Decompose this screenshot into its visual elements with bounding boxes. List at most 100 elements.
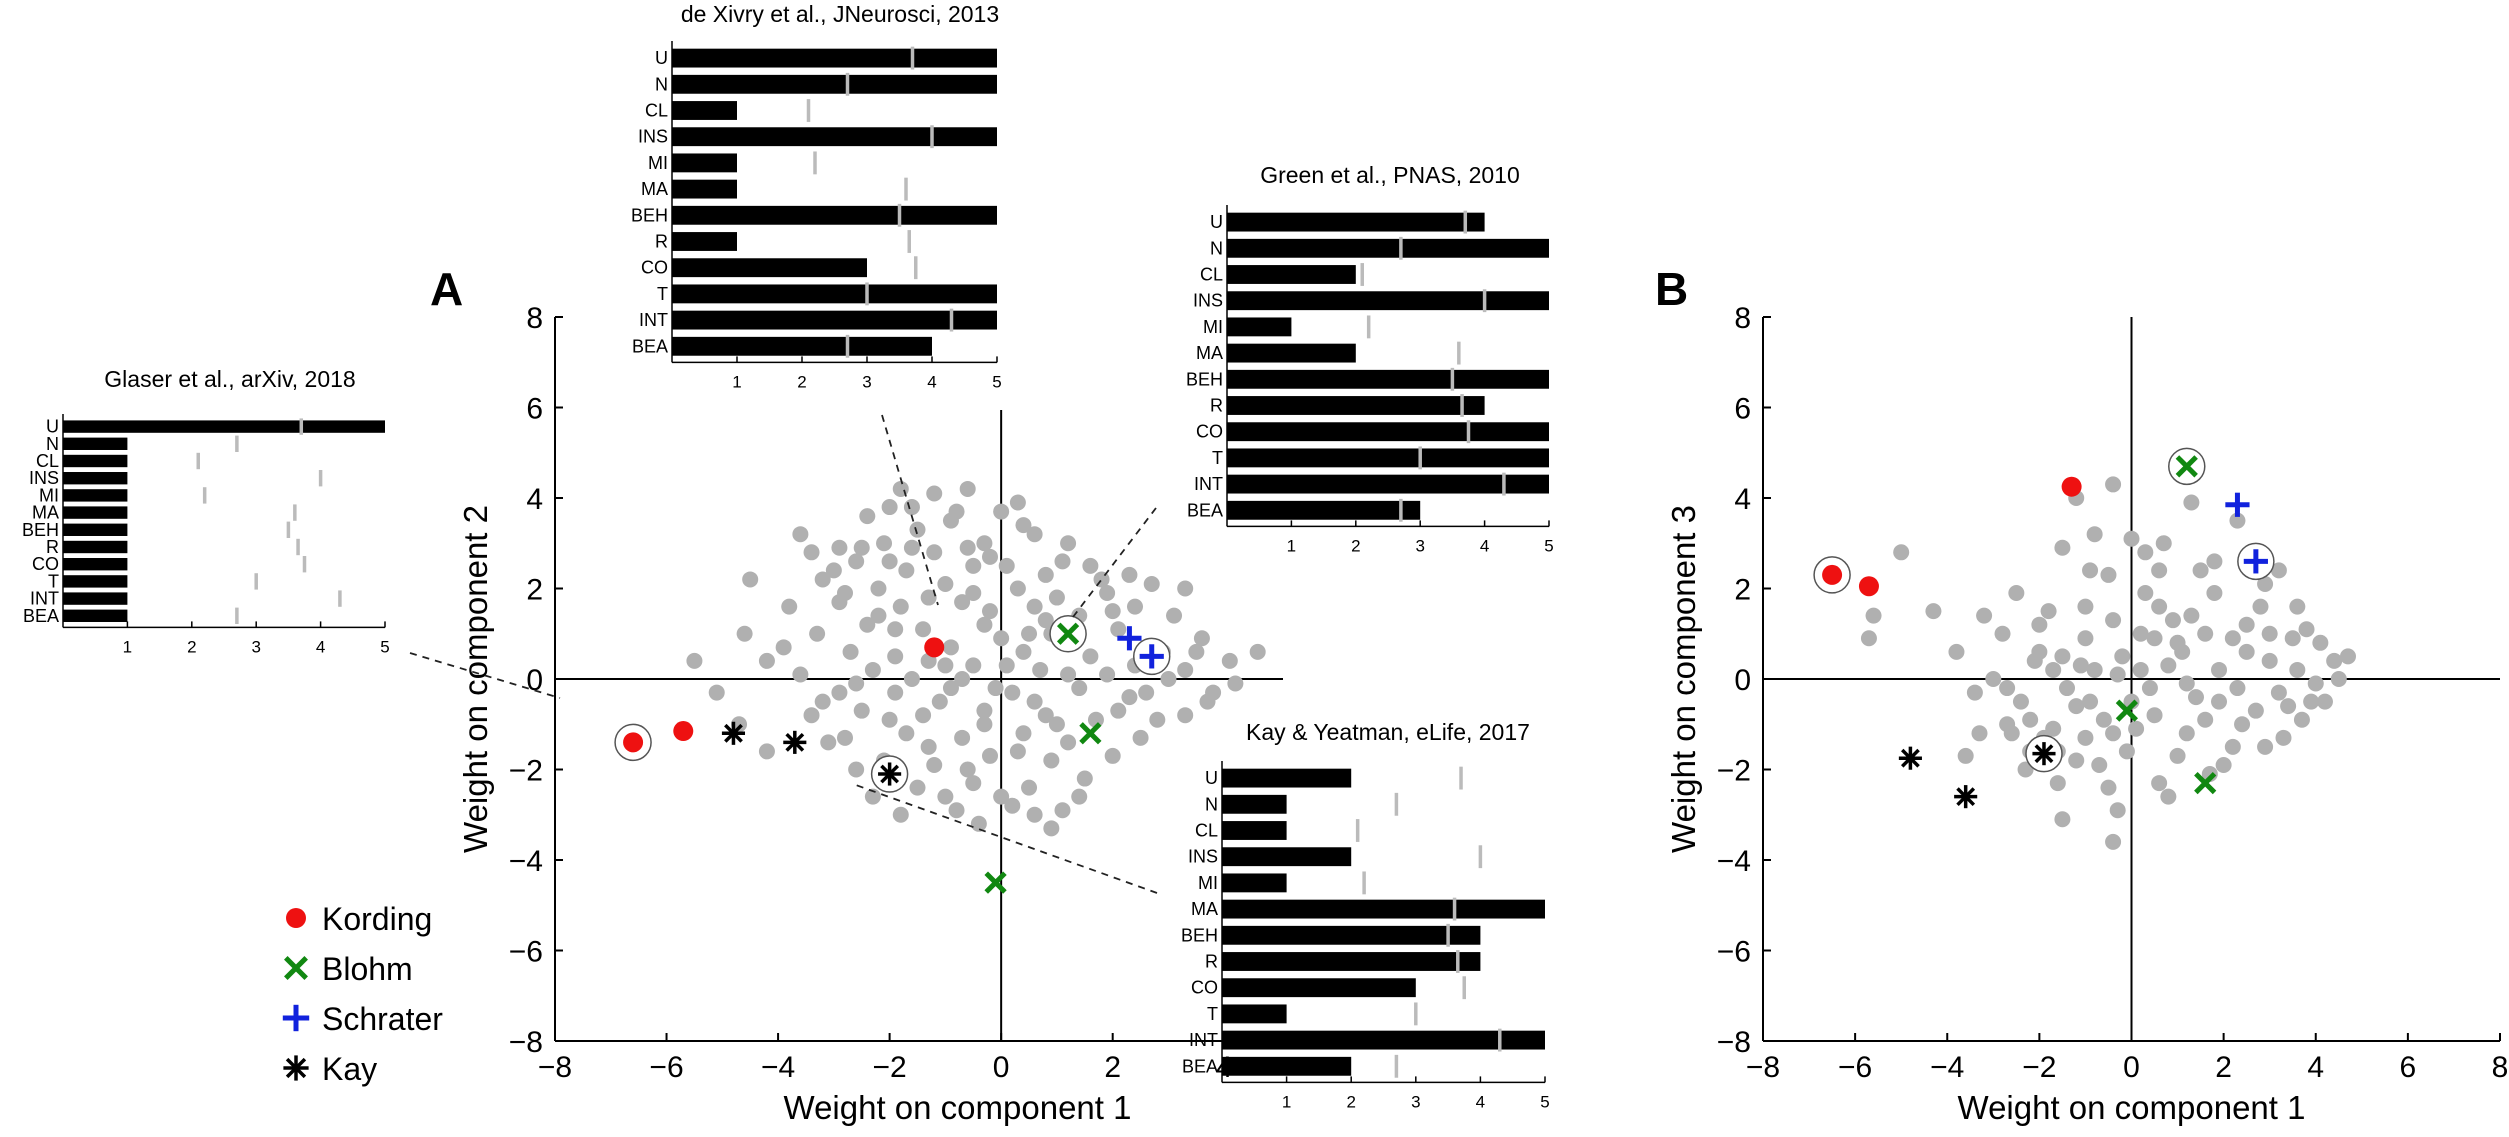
- data-point: [742, 571, 759, 588]
- data-point: [1004, 684, 1021, 701]
- data-point: [1032, 661, 1049, 678]
- kay-point: [721, 721, 746, 745]
- kording-point: [1858, 576, 1879, 597]
- data-point: [2077, 598, 2094, 615]
- data-point: [1999, 680, 2016, 697]
- inset-tick-label: 2: [1346, 1092, 1355, 1111]
- data-point: [892, 806, 909, 823]
- blohm-point-stroke-2: [2194, 771, 2217, 795]
- bar-category-label: INT: [1189, 1030, 1218, 1050]
- bar-category-label: N: [46, 434, 59, 454]
- data-point: [1177, 661, 1194, 678]
- bar-category-label: MI: [1198, 873, 1218, 893]
- data-point: [887, 621, 904, 638]
- bar-category-label: BEH: [631, 205, 668, 225]
- data-point: [2229, 512, 2246, 529]
- x-tick-label: 6: [2400, 1051, 2417, 1084]
- data-point: [2068, 752, 2085, 769]
- kording-point: [924, 637, 945, 658]
- data-point: [937, 788, 954, 805]
- data-point: [2049, 775, 2066, 792]
- data-point: [2270, 562, 2287, 579]
- bar: [1222, 873, 1287, 893]
- data-point: [837, 585, 853, 602]
- data-point: [2105, 833, 2122, 850]
- bar: [1222, 1056, 1352, 1076]
- data-point: [1957, 747, 1974, 764]
- legend-kording-icon-shape: [286, 908, 306, 928]
- data-point: [736, 625, 753, 642]
- data-point: [1249, 643, 1266, 660]
- inset-bar-chart: Green et al., PNAS, 2010 UN CL INS MI MA BEH RC…: [1072, 162, 1554, 618]
- bar: [63, 609, 128, 622]
- data-point: [758, 652, 775, 669]
- data-point: [2169, 634, 2186, 651]
- bar-category-label: MA: [1191, 899, 1218, 919]
- bar-category-label: CO: [1196, 422, 1223, 442]
- data-point: [2054, 648, 2071, 665]
- legend-schrater-icon: [282, 1004, 310, 1032]
- data-point: [1026, 526, 1043, 543]
- bar: [63, 454, 128, 468]
- series-kording: [614, 637, 945, 762]
- data-point: [2031, 616, 2048, 633]
- data-point: [853, 702, 870, 719]
- data-point: [1104, 747, 1121, 764]
- bar: [1222, 768, 1352, 788]
- bar-category-label: INT: [639, 310, 668, 330]
- data-point: [1177, 707, 1194, 724]
- data-point: [775, 639, 792, 656]
- bar: [1222, 952, 1481, 971]
- data-point: [1994, 625, 2011, 642]
- bar-category-label: R: [1205, 952, 1218, 972]
- data-point: [1948, 643, 1965, 660]
- bar: [672, 48, 997, 68]
- blohm-point: [1079, 722, 1102, 745]
- data-point: [2141, 680, 2158, 697]
- data-point: [1082, 557, 1099, 574]
- data-point: [814, 571, 831, 588]
- data-point: [2105, 476, 2122, 493]
- bar-category-label: INS: [1193, 291, 1223, 311]
- data-point: [2224, 630, 2241, 647]
- y-tick-label: −2: [1717, 755, 1751, 788]
- inset-tick-label: 1: [732, 372, 741, 391]
- data-point: [948, 802, 965, 819]
- y-tick-label: −2: [509, 755, 543, 788]
- bar-category-label: U: [655, 48, 668, 68]
- inset-title: Green et al., PNAS, 2010: [1260, 162, 1520, 188]
- x-tick-label: −2: [2022, 1051, 2056, 1084]
- data-point: [803, 707, 820, 724]
- bar-category-label: T: [1212, 448, 1223, 468]
- bar-category-label: N: [655, 74, 668, 94]
- data-point: [2128, 720, 2145, 737]
- data-point: [937, 657, 954, 674]
- bar-category-label: T: [48, 571, 59, 591]
- data-point: [993, 788, 1010, 805]
- bar-category-label: BEH: [22, 520, 59, 540]
- y-tick-label: −8: [1717, 1026, 1751, 1059]
- data-point: [2312, 634, 2329, 651]
- data-point: [1093, 571, 1110, 588]
- data-point: [825, 562, 842, 579]
- schrater-point: [2243, 549, 2268, 574]
- data-point: [903, 539, 920, 556]
- data-point: [781, 598, 798, 615]
- data-point: [1149, 711, 1166, 728]
- data-point: [2151, 598, 2168, 615]
- bar-category-label: MI: [39, 485, 59, 505]
- data-point: [965, 585, 982, 602]
- legend-label: Schrater: [322, 1001, 443, 1037]
- kording-point-shape: [623, 732, 644, 753]
- legend-label: Kay: [322, 1051, 377, 1087]
- data-point: [982, 603, 998, 620]
- inset-tick-label: 3: [1411, 1092, 1420, 1111]
- data-point: [976, 716, 993, 733]
- data-point: [1060, 666, 1077, 683]
- background-points: [1860, 476, 2356, 850]
- data-point: [1021, 625, 1038, 642]
- data-point: [2118, 743, 2135, 760]
- connector-line: [409, 652, 561, 699]
- data-point: [2229, 680, 2246, 697]
- inset-tick-label: 3: [1415, 536, 1424, 555]
